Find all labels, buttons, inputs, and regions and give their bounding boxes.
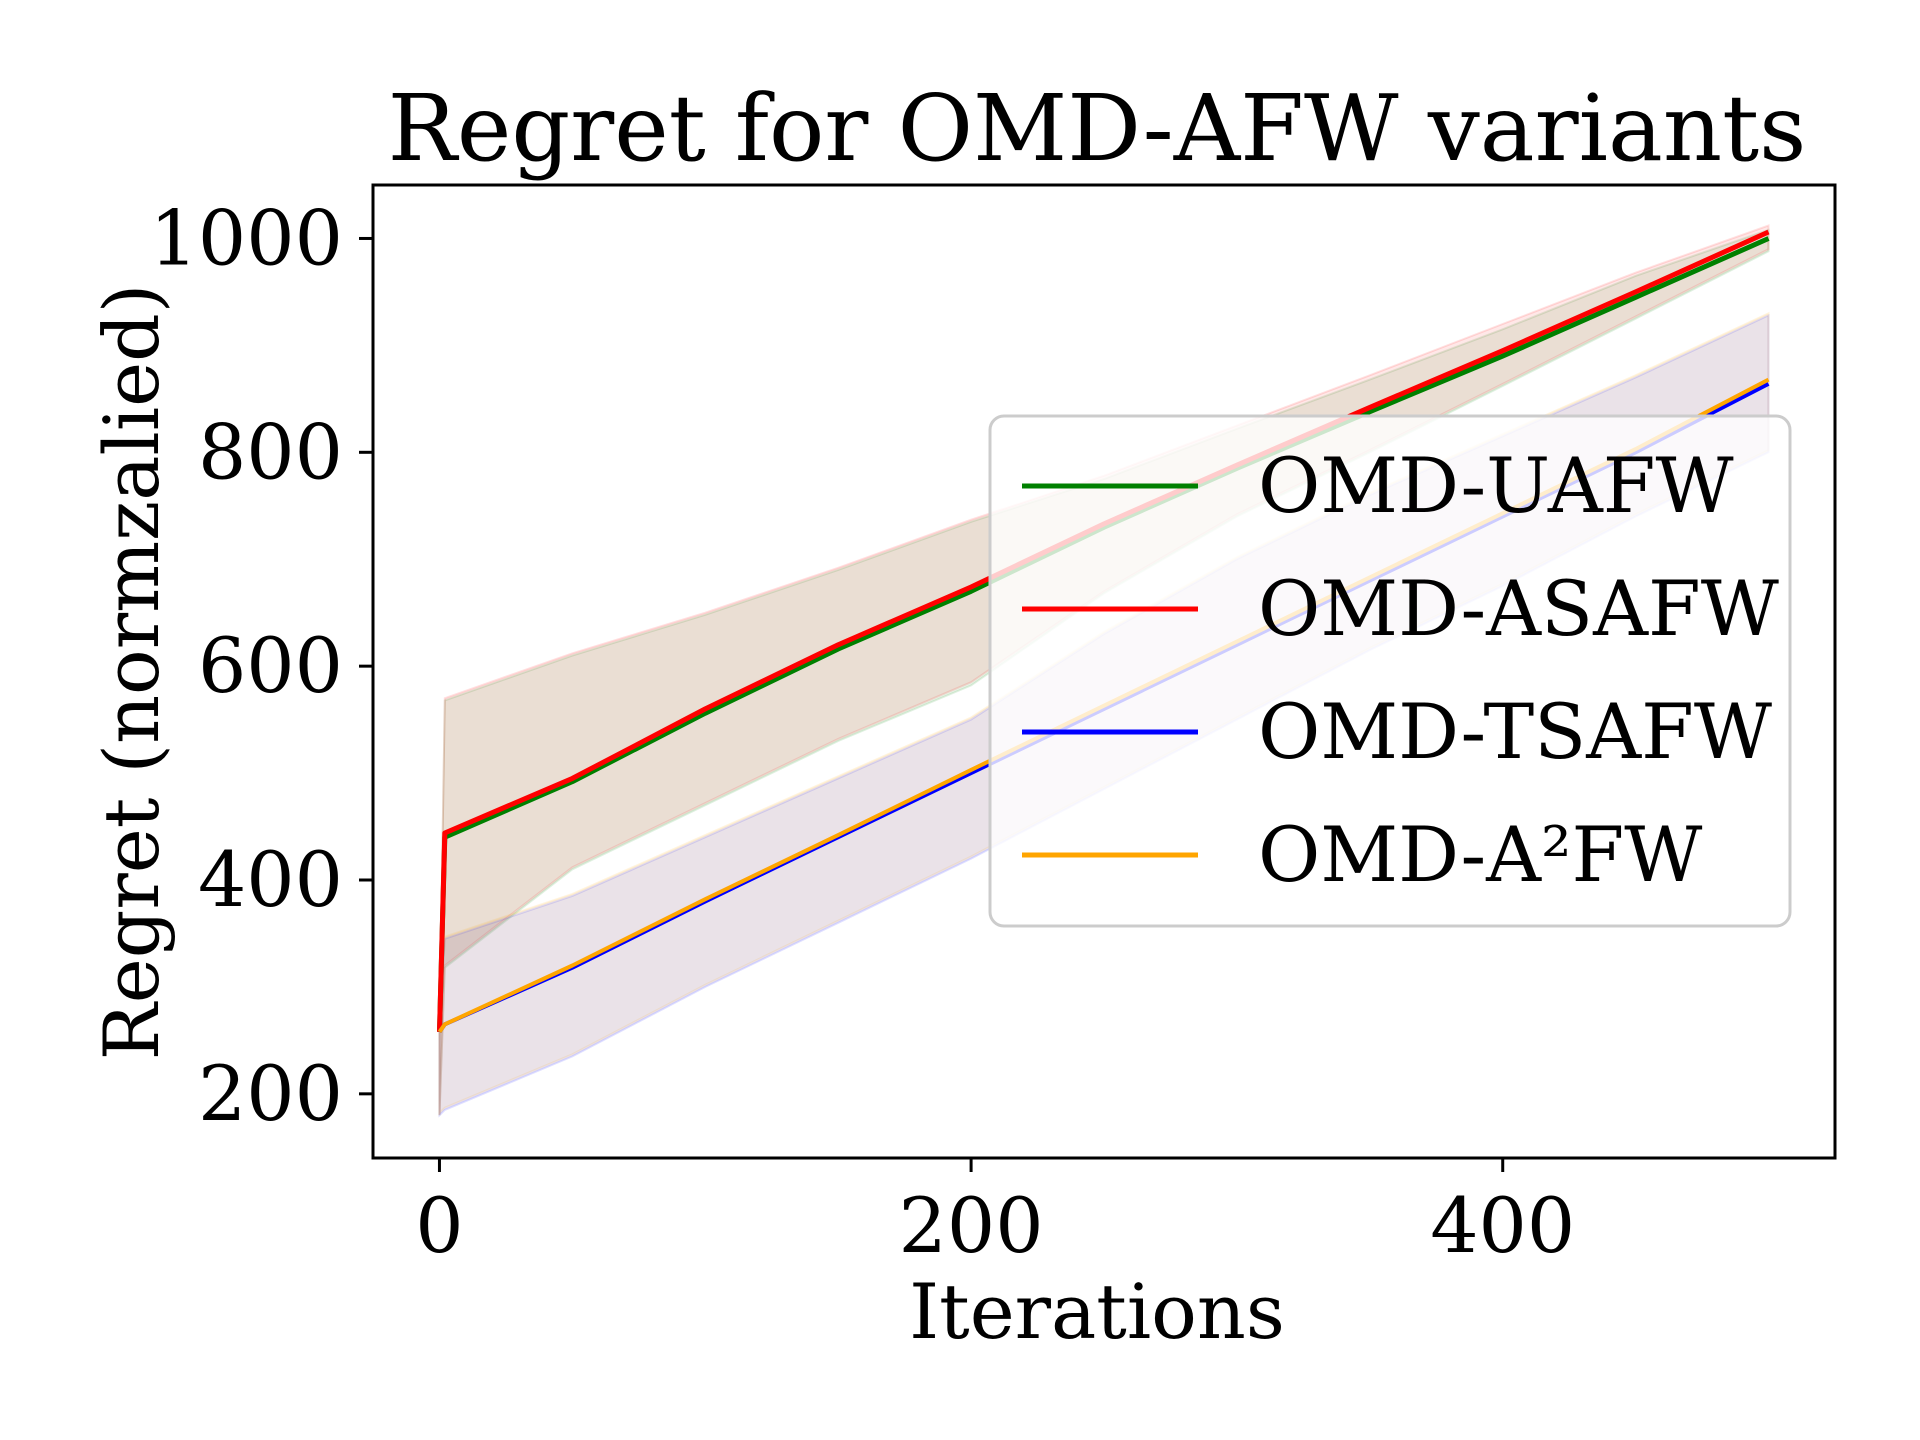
y-tick-label: 200 xyxy=(198,1049,343,1138)
x-tick-label: 400 xyxy=(1430,1181,1575,1270)
y-axis-ticks: 200 400 600 800 1000 xyxy=(150,193,373,1138)
legend-label-omd-uafw: OMD-UAFW xyxy=(1258,441,1734,530)
x-axis-ticks: 0 200 400 xyxy=(415,1158,1575,1270)
y-axis-label: Regret (normzalied) xyxy=(87,284,176,1061)
legend: OMD-UAFW OMD-ASAFW OMD-TSAFW OMD-A²FW xyxy=(988,414,1792,928)
legend-label-omd-a-fw: OMD-A²FW xyxy=(1258,810,1702,899)
legend-items: OMD-UAFW OMD-ASAFW OMD-TSAFW OMD-A²FW xyxy=(1022,441,1779,899)
y-tick-label: 1000 xyxy=(150,193,343,282)
x-tick-label: 0 xyxy=(415,1181,463,1270)
x-axis-label: Iterations xyxy=(909,1267,1285,1356)
chart-title: Regret for OMD-AFW variants xyxy=(388,75,1807,182)
plot-frame xyxy=(371,183,1837,1160)
legend-label-omd-asafw: OMD-ASAFW xyxy=(1258,564,1779,653)
x-tick-label: 200 xyxy=(899,1181,1044,1270)
y-tick-label: 600 xyxy=(198,621,343,710)
legend-box xyxy=(988,414,1792,928)
legend-label-omd-tsafw: OMD-TSAFW xyxy=(1258,687,1772,776)
band-omd-uafw xyxy=(438,228,1770,1116)
y-tick-label: 400 xyxy=(198,835,343,924)
y-tick-label: 800 xyxy=(198,407,343,496)
band-omd-asafw xyxy=(438,224,1770,1116)
